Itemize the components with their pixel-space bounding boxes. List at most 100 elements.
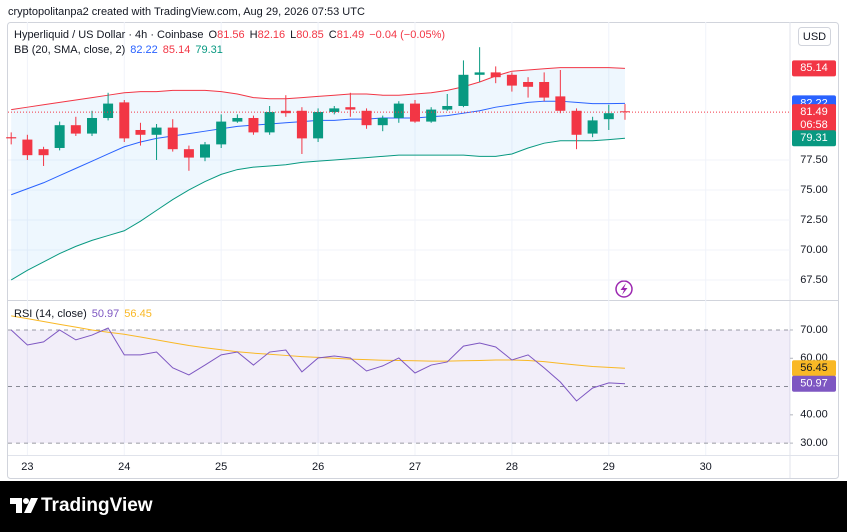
- candle-body: [313, 111, 324, 139]
- candle-body: [167, 127, 178, 150]
- bb-legend: BB (20, SMA, close, 2) 82.22 85.14 79.31: [14, 44, 223, 56]
- candle-body: [87, 117, 98, 134]
- candle-body: [426, 109, 437, 122]
- candle-body: [135, 129, 146, 135]
- candle-body: [474, 72, 485, 75]
- candle-body: [539, 81, 550, 98]
- candle-body: [232, 117, 243, 122]
- rsi-legend-value: 50.97: [92, 308, 120, 320]
- candle-body: [103, 103, 114, 118]
- candle-body: [6, 137, 17, 139]
- candle-body: [248, 117, 259, 133]
- rsi-line: [10, 327, 626, 402]
- rsi-legend-value: 56.45: [124, 308, 152, 320]
- bb-value: 82.22: [130, 44, 158, 56]
- countdown: 06:58: [800, 119, 828, 131]
- ohlc-value: 80.85: [296, 29, 324, 41]
- candle-body: [555, 96, 566, 111]
- candle-body: [458, 74, 469, 106]
- rsi-ma-line: [11, 315, 626, 369]
- candle-body: [377, 117, 388, 126]
- candle-body: [409, 103, 420, 122]
- x-tick-label: 27: [409, 461, 421, 473]
- logo-dot: [23, 498, 29, 504]
- footer-bar: [0, 481, 847, 532]
- rsi-value-bg: [792, 360, 836, 377]
- alert-bolt[interactable]: [620, 283, 628, 295]
- y-tick-label: 40.00: [800, 409, 828, 421]
- last-price-bg: [792, 104, 836, 133]
- logo-slash: [24, 498, 38, 513]
- bb-lower-label-bg: [792, 130, 836, 147]
- candle-body: [506, 74, 517, 86]
- y-tick-label: 67.50: [800, 274, 828, 286]
- header-text: cryptopolitanpa2 created with TradingVie…: [8, 6, 365, 18]
- currency-box[interactable]: [798, 27, 831, 46]
- candle-body: [216, 121, 227, 145]
- candle-body: [183, 149, 194, 158]
- ohlc-label: L: [290, 29, 296, 41]
- bb-lower-label: 79.31: [800, 132, 828, 144]
- candle-body: [442, 105, 453, 110]
- footer-logo: [10, 498, 38, 513]
- candle-body: [70, 125, 81, 134]
- bb-upper-label: 85.14: [800, 62, 828, 74]
- bb-value: 79.31: [195, 44, 223, 56]
- legend-title: Hyperliquid / US Dollar · 4h · Coinbase O…: [14, 29, 445, 41]
- candle-body: [38, 149, 49, 156]
- rsi-title: RSI (14, close): [14, 308, 87, 320]
- candle-body: [280, 110, 291, 114]
- y-tick-label: 72.50: [800, 214, 828, 226]
- ohlc-label: H: [250, 29, 258, 41]
- x-tick-label: 26: [312, 461, 324, 473]
- x-tick-label: 25: [215, 461, 227, 473]
- y-tick-label: 77.50: [800, 154, 828, 166]
- x-tick-label: 24: [118, 461, 130, 473]
- candle-body: [393, 103, 404, 118]
- ohlc-value: 82.16: [258, 29, 286, 41]
- grid: [8, 22, 793, 455]
- candle-body: [200, 144, 211, 158]
- marks: [6, 47, 790, 402]
- rsi-value-label: 56.45: [800, 362, 828, 374]
- ohlc-label: O: [209, 29, 218, 41]
- x-tick-label: 29: [603, 461, 615, 473]
- rsi-value-bg: [792, 375, 836, 392]
- candle-body: [264, 111, 275, 133]
- candle-body: [22, 139, 33, 156]
- candle-body: [490, 72, 501, 78]
- bb-fill: [11, 67, 625, 280]
- ohlc-label: C: [329, 29, 337, 41]
- candle-body: [345, 107, 356, 110]
- currency[interactable]: USD: [803, 31, 826, 43]
- y-tick-label: 70.00: [800, 244, 828, 256]
- logo-mark: [10, 498, 22, 513]
- bb-title: BB (20, SMA, close, 2): [14, 44, 125, 56]
- y-tick-label: 70.00: [800, 324, 828, 336]
- y-tick-label: 75.00: [800, 184, 828, 196]
- x-tick-label: 28: [506, 461, 518, 473]
- candle-body: [523, 81, 534, 87]
- bb-upper-label-bg: [792, 60, 836, 77]
- bb-line: [11, 67, 625, 111]
- symbol-title: Hyperliquid / US Dollar · 4h · Coinbase: [14, 29, 204, 41]
- bb-value: 85.14: [163, 44, 191, 56]
- change: −0.04 (−0.05%): [369, 29, 445, 41]
- candle-body: [329, 108, 340, 112]
- x-tick-label: 30: [700, 461, 712, 473]
- labels: 67.50 70.00 72.50 75.00 77.50 23 24 25 26 27 28 29 3…: [14, 29, 836, 473]
- bb-line: [10, 137, 626, 281]
- y-tick-label: 30.00: [800, 437, 828, 449]
- ohlc-value: 81.56: [217, 29, 245, 41]
- candle-body: [119, 102, 130, 139]
- rsi-legend: RSI (14, close) 50.97 56.45: [14, 308, 152, 320]
- candle-body: [619, 111, 630, 113]
- alert-icon[interactable]: [615, 280, 633, 298]
- candle-body: [54, 125, 65, 148]
- candle-body: [296, 110, 307, 139]
- ohlc-value: 81.49: [337, 29, 365, 41]
- chart-frame: [7, 22, 839, 479]
